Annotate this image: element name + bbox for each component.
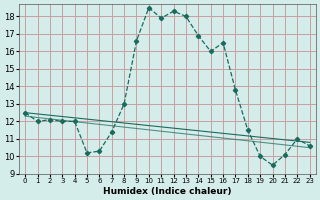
X-axis label: Humidex (Indice chaleur): Humidex (Indice chaleur) xyxy=(103,187,232,196)
